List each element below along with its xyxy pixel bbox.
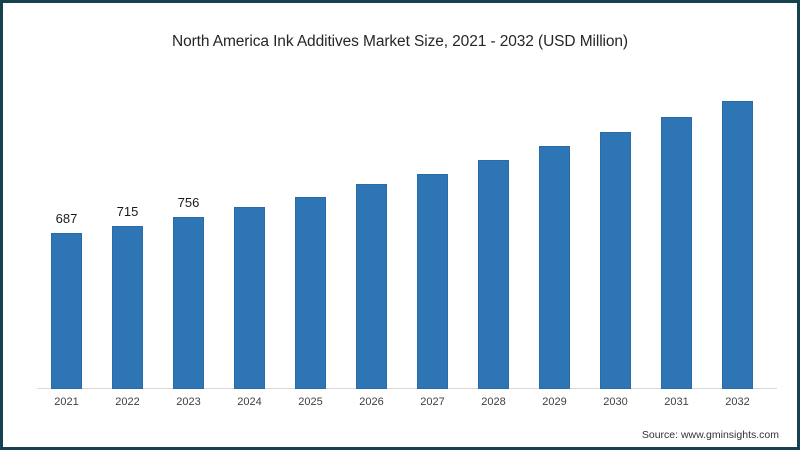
bar-group: 2029	[524, 3, 585, 447]
bar-2030[interactable]	[600, 132, 631, 389]
bar-2021[interactable]	[51, 233, 82, 389]
x-tick-label-2031: 2031	[664, 396, 689, 408]
x-tick-label-2027: 2027	[420, 396, 445, 408]
bar-value-label-2023: 756	[177, 195, 200, 210]
source-attribution: Source: www.gminsights.com	[641, 429, 779, 441]
bar-group: 2026	[341, 3, 402, 447]
bar-group: 2032	[707, 3, 768, 447]
plot-area: 687 2021 715 2022 756 2023 2024 2025 2026 2027 202…	[3, 3, 797, 447]
bar-value-label-2022: 715	[116, 204, 139, 219]
x-tick-label-2024: 2024	[237, 396, 262, 408]
bar-group: 2028	[463, 3, 524, 447]
bar-2031[interactable]	[661, 117, 692, 389]
x-tick-label-2022: 2022	[115, 396, 140, 408]
bar-group: 715 2022	[97, 3, 158, 447]
bar-group: 687 2021	[36, 3, 97, 447]
x-tick-label-2032: 2032	[725, 396, 750, 408]
x-axis-line	[37, 388, 777, 389]
bar-group: 756 2023	[158, 3, 219, 447]
x-tick-label-2029: 2029	[542, 396, 567, 408]
x-tick-label-2030: 2030	[603, 396, 628, 408]
bar-group: 2024	[219, 3, 280, 447]
bar-2027[interactable]	[417, 174, 448, 389]
bar-2022[interactable]	[112, 226, 143, 389]
bar-2026[interactable]	[356, 184, 387, 389]
x-tick-label-2023: 2023	[176, 396, 201, 408]
x-tick-label-2025: 2025	[298, 396, 323, 408]
bar-2032[interactable]	[722, 101, 753, 389]
bar-group: 2031	[646, 3, 707, 447]
chart-canvas: North America Ink Additives Market Size,…	[3, 3, 797, 447]
bar-2028[interactable]	[478, 160, 509, 389]
bar-group: 2030	[585, 3, 646, 447]
x-tick-label-2026: 2026	[359, 396, 384, 408]
bar-2023[interactable]	[173, 217, 204, 389]
bar-value-label-2021: 687	[55, 211, 78, 226]
bar-2024[interactable]	[234, 207, 265, 389]
x-tick-label-2021: 2021	[54, 396, 79, 408]
bar-2029[interactable]	[539, 146, 570, 389]
bar-group: 2025	[280, 3, 341, 447]
page-title: North America Ink Additives Market Size,…	[171, 33, 628, 50]
x-tick-label-2028: 2028	[481, 396, 506, 408]
bar-2025[interactable]	[295, 197, 326, 389]
bar-group: 2027	[402, 3, 463, 447]
